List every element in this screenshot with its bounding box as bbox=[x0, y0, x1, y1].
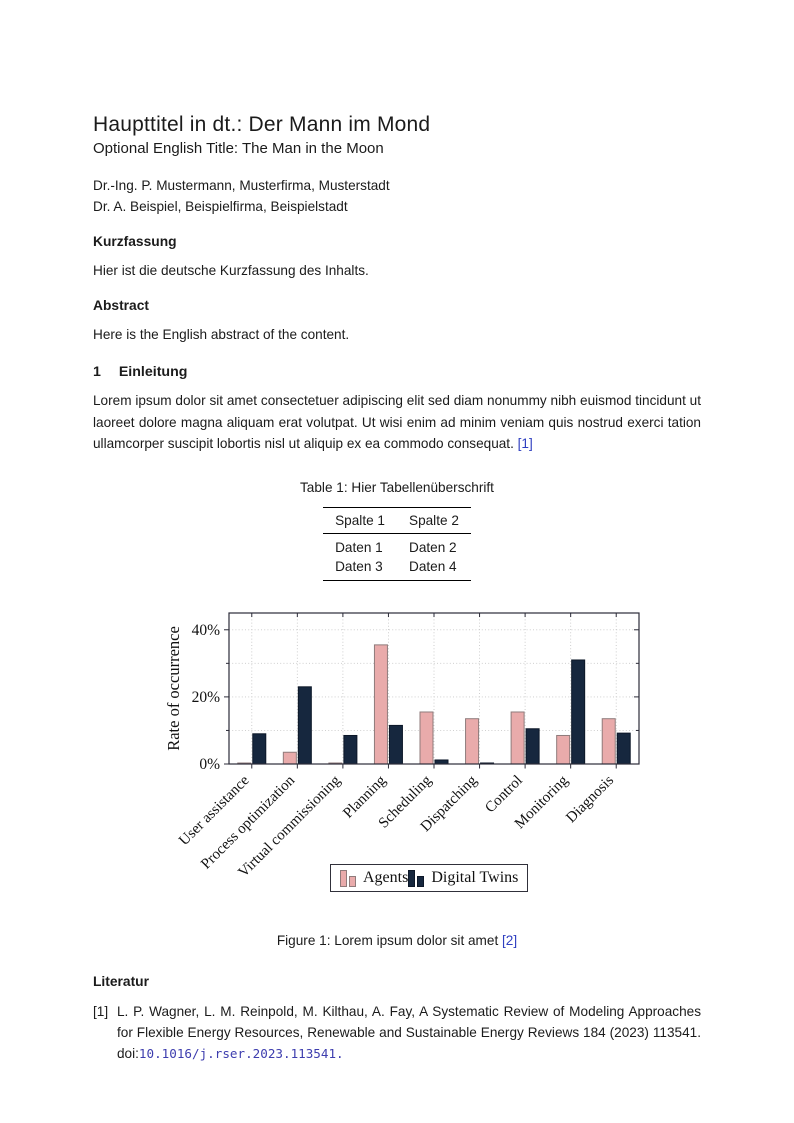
table-cell: Daten 4 bbox=[409, 558, 457, 574]
table-row: Daten 1 Daten 2 bbox=[323, 533, 471, 557]
literatur-heading: Literatur bbox=[93, 973, 149, 989]
table-header-cell: Spalte 1 bbox=[335, 512, 385, 528]
legend-item: Digital Twins bbox=[408, 869, 518, 887]
legend-label: Agents bbox=[363, 868, 409, 886]
reference-label: [1] bbox=[93, 1003, 109, 1019]
kurzfassung-heading: Kurzfassung bbox=[93, 234, 177, 250]
svg-text:0%: 0% bbox=[199, 756, 220, 773]
intro-text: Lorem ipsum dolor sit amet consectetuer … bbox=[93, 393, 701, 451]
reference-entry: [1] L. P. Wagner, L. M. Reinpold, M. Kil… bbox=[93, 1001, 701, 1064]
legend-bar-icon bbox=[340, 869, 358, 887]
figure-caption-text: Figure 1: Lorem ipsum dolor sit amet bbox=[276, 932, 499, 948]
data-table: Spalte 1 Spalte 2 Daten 1 Daten 2 Daten … bbox=[323, 507, 471, 581]
page-title: Haupttitel in dt.: Der Mann im Mond bbox=[93, 113, 431, 136]
page-subtitle: Optional English Title: The Man in the M… bbox=[93, 140, 384, 158]
table-caption: Table 1: Hier Tabellenüberschrift bbox=[300, 479, 494, 495]
figure-1: User assistance Process optimization Virtu… bbox=[93, 607, 701, 919]
author-line: Dr.-Ing. P. Mustermann, Musterfirma, Mus… bbox=[93, 178, 390, 194]
table-header-row: Spalte 1 Spalte 2 bbox=[323, 507, 471, 534]
svg-text:40%: 40% bbox=[192, 621, 221, 638]
citation-link-2[interactable]: [2] bbox=[502, 932, 518, 948]
intro-paragraph: Lorem ipsum dolor sit amet consectetuer … bbox=[93, 390, 701, 453]
doi-link[interactable]: 10.1016/j.rser.2023.113541. bbox=[138, 1045, 344, 1061]
abstract-text: Here is the English abstract of the cont… bbox=[93, 327, 350, 343]
author-line: Dr. A. Beispiel, Beispielfirma, Beispiel… bbox=[93, 199, 348, 215]
chart-legend: Agents Digital Twins bbox=[330, 863, 529, 892]
section-number: 1 bbox=[93, 364, 101, 381]
abstract-heading: Abstract bbox=[93, 298, 149, 314]
svg-text:20%: 20% bbox=[192, 689, 221, 706]
document-content: Haupttitel in dt.: Der Mann im Mond Opti… bbox=[93, 112, 701, 1064]
svg-text:Diagnosis: Diagnosis bbox=[563, 772, 617, 826]
svg-text:Control: Control bbox=[482, 772, 526, 816]
svg-text:Rate of occurrence: Rate of occurrence bbox=[164, 626, 183, 751]
author-block: Dr.-Ing. P. Mustermann, Musterfirma, Mus… bbox=[93, 175, 701, 217]
citation-link-1[interactable]: [1] bbox=[517, 435, 533, 451]
legend-item: Agents bbox=[340, 869, 408, 887]
legend-label: Digital Twins bbox=[431, 868, 519, 886]
section-heading-einleitung: 1 Einleitung bbox=[93, 364, 701, 380]
table-header-cell: Spalte 2 bbox=[409, 512, 459, 528]
table-cell: Daten 2 bbox=[409, 539, 457, 555]
reference-text: L. P. Wagner, L. M. Reinpold, M. Kilthau… bbox=[117, 1001, 701, 1064]
figure-caption: Figure 1: Lorem ipsum dolor sit amet [2] bbox=[93, 933, 701, 948]
section-title: Einleitung bbox=[118, 364, 188, 381]
kurzfassung-text: Hier ist die deutsche Kurzfassung des In… bbox=[93, 263, 369, 279]
legend-bar-icon bbox=[408, 869, 426, 887]
table-cell: Daten 1 bbox=[335, 539, 383, 555]
table-row: Daten 3 Daten 4 bbox=[323, 557, 471, 581]
table-cell: Daten 3 bbox=[335, 558, 383, 574]
reference-body: L. P. Wagner, L. M. Reinpold, M. Kilthau… bbox=[117, 1003, 701, 1061]
